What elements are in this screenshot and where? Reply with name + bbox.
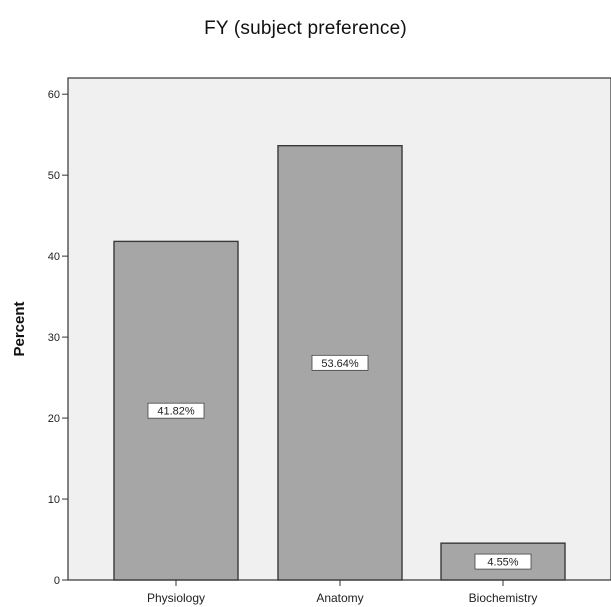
y-axis-label: Percent (11, 301, 28, 356)
x-axis: Physiology Anatomy Biochemistry (147, 580, 537, 605)
x-tick-label: Anatomy (316, 591, 363, 605)
y-tick-label: 40 (48, 251, 60, 263)
y-tick-label: 50 (48, 170, 60, 182)
data-label: 41.82% (157, 406, 195, 418)
y-tick-label: 60 (48, 89, 60, 101)
y-axis: 0 10 20 30 40 50 60 (48, 89, 68, 587)
x-tick-label: Biochemistry (469, 591, 538, 605)
chart-title: FY (subject preference) (204, 18, 407, 39)
x-tick-label: Physiology (147, 591, 205, 605)
data-label-box (147, 402, 205, 419)
bars: 41.82% 53.64% 4.55% (113, 144, 566, 581)
y-tick-label: 10 (48, 494, 60, 506)
data-label-box (311, 354, 369, 371)
y-tick-label: 20 (48, 413, 60, 425)
data-label-box (474, 553, 532, 570)
y-tick-label: 30 (48, 332, 60, 344)
y-tick-label: 0 (54, 575, 60, 587)
data-label: 4.55% (487, 557, 518, 569)
data-label: 53.64% (321, 358, 359, 370)
